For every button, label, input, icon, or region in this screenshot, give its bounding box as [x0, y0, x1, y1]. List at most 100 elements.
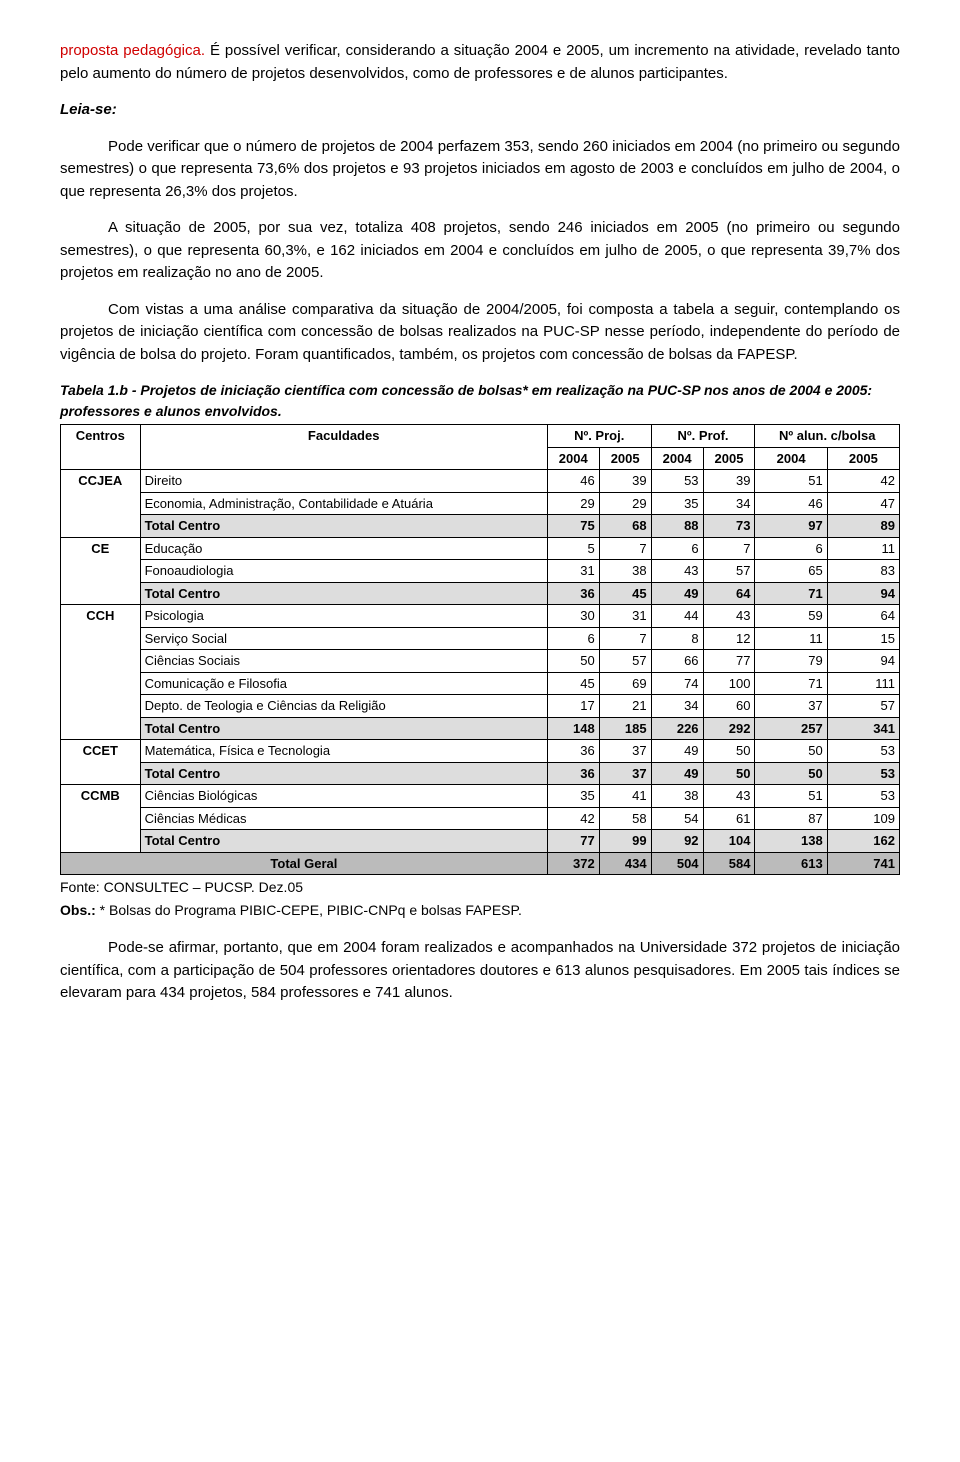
paragraph-4: Com vistas a uma análise comparativa da … [60, 299, 900, 367]
table-row: Serviço Social678121115 [61, 627, 900, 650]
table-row: Comunicação e Filosofia45697410071111 [61, 672, 900, 695]
cell-value: 292 [703, 717, 755, 740]
cell-value: 148 [547, 717, 599, 740]
cell-value: 50 [703, 762, 755, 785]
cell-value: 79 [755, 650, 827, 673]
cell-value: 61 [703, 807, 755, 830]
cell-value: 504 [651, 852, 703, 875]
cell-value: 7 [703, 537, 755, 560]
table-row: Total Centro148185226292257341 [61, 717, 900, 740]
cell-value: 54 [651, 807, 703, 830]
cell-value: 99 [599, 830, 651, 853]
cell-value: 257 [755, 717, 827, 740]
cell-value: 75 [547, 515, 599, 538]
table-row: CCJEADireito463953395142 [61, 470, 900, 493]
cell-value: 77 [547, 830, 599, 853]
cell-value: 7 [599, 627, 651, 650]
cell-value: 5 [547, 537, 599, 560]
th-year: 2005 [599, 447, 651, 470]
cell-faculdade: Ciências Médicas [140, 807, 547, 830]
cell-value: 83 [827, 560, 899, 583]
cell-value: 65 [755, 560, 827, 583]
cell-value: 51 [755, 470, 827, 493]
obs-text: * Bolsas do Programa PIBIC-CEPE, PIBIC-C… [100, 902, 522, 918]
data-table: Centros Faculdades Nº. Proj. Nº. Prof. N… [60, 424, 900, 875]
cell-faculdade: Total Centro [140, 582, 547, 605]
cell-value: 69 [599, 672, 651, 695]
cell-value: 41 [599, 785, 651, 808]
cell-value: 47 [827, 492, 899, 515]
cell-value: 12 [703, 627, 755, 650]
cell-value: 44 [651, 605, 703, 628]
cell-value: 11 [755, 627, 827, 650]
leia-se-heading: Leia-se: [60, 99, 900, 122]
cell-value: 43 [703, 605, 755, 628]
cell-value: 92 [651, 830, 703, 853]
th-alun: Nº alun. c/bolsa [755, 425, 900, 448]
cell-value: 111 [827, 672, 899, 695]
cell-value: 42 [827, 470, 899, 493]
cell-value: 71 [755, 672, 827, 695]
paragraph-5: Pode-se afirmar, portanto, que em 2004 f… [60, 937, 900, 1005]
cell-value: 37 [755, 695, 827, 718]
cell-value: 60 [703, 695, 755, 718]
cell-value: 34 [651, 695, 703, 718]
table-row: CCHPsicologia303144435964 [61, 605, 900, 628]
cell-value: 37 [599, 762, 651, 785]
table-row: Total Centro779992104138162 [61, 830, 900, 853]
cell-value: 46 [755, 492, 827, 515]
cell-value: 64 [703, 582, 755, 605]
th-proj: Nº. Proj. [547, 425, 651, 448]
cell-value: 59 [755, 605, 827, 628]
obs-label: Obs.: [60, 902, 96, 918]
cell-value: 36 [547, 582, 599, 605]
cell-value: 45 [599, 582, 651, 605]
cell-faculdade: Depto. de Teologia e Ciências da Religiã… [140, 695, 547, 718]
cell-value: 39 [703, 470, 755, 493]
cell-value: 7 [599, 537, 651, 560]
cell-value: 6 [755, 537, 827, 560]
table-row: Ciências Sociais505766777994 [61, 650, 900, 673]
cell-value: 53 [827, 762, 899, 785]
cell-value: 30 [547, 605, 599, 628]
cell-faculdade: Psicologia [140, 605, 547, 628]
table-row: Economia, Administração, Contabilidade e… [61, 492, 900, 515]
cell-value: 341 [827, 717, 899, 740]
cell-value: 51 [755, 785, 827, 808]
cell-value: 64 [827, 605, 899, 628]
cell-value: 21 [599, 695, 651, 718]
cell-faculdade: Ciências Sociais [140, 650, 547, 673]
cell-faculdade: Economia, Administração, Contabilidade e… [140, 492, 547, 515]
cell-value: 31 [599, 605, 651, 628]
cell-value: 31 [547, 560, 599, 583]
table-row: CCETMatemática, Física e Tecnologia36374… [61, 740, 900, 763]
cell-value: 49 [651, 740, 703, 763]
cell-value: 6 [547, 627, 599, 650]
cell-value: 29 [547, 492, 599, 515]
table-row: CEEducação5767611 [61, 537, 900, 560]
th-faculdades: Faculdades [140, 425, 547, 470]
cell-centro: CCH [61, 605, 141, 740]
cell-value: 57 [599, 650, 651, 673]
cell-faculdade: Total Centro [140, 830, 547, 853]
th-year: 2004 [755, 447, 827, 470]
cell-centro: CE [61, 537, 141, 605]
cell-value: 36 [547, 762, 599, 785]
th-centros: Centros [61, 425, 141, 470]
cell-value: 42 [547, 807, 599, 830]
paragraph-1: proposta pedagógica. É possível verifica… [60, 40, 900, 85]
table-row: Ciências Médicas4258546187109 [61, 807, 900, 830]
cell-centro: CCJEA [61, 470, 141, 538]
cell-value: 6 [651, 537, 703, 560]
cell-value: 17 [547, 695, 599, 718]
cell-faculdade: Matemática, Física e Tecnologia [140, 740, 547, 763]
paragraph-2: Pode verificar que o número de projetos … [60, 136, 900, 204]
cell-value: 87 [755, 807, 827, 830]
cell-value: 39 [599, 470, 651, 493]
cell-value: 434 [599, 852, 651, 875]
table-row: Total Centro363749505053 [61, 762, 900, 785]
table-row: Total Centro756888739789 [61, 515, 900, 538]
cell-value: 66 [651, 650, 703, 673]
cell-value: 50 [703, 740, 755, 763]
cell-value: 34 [703, 492, 755, 515]
